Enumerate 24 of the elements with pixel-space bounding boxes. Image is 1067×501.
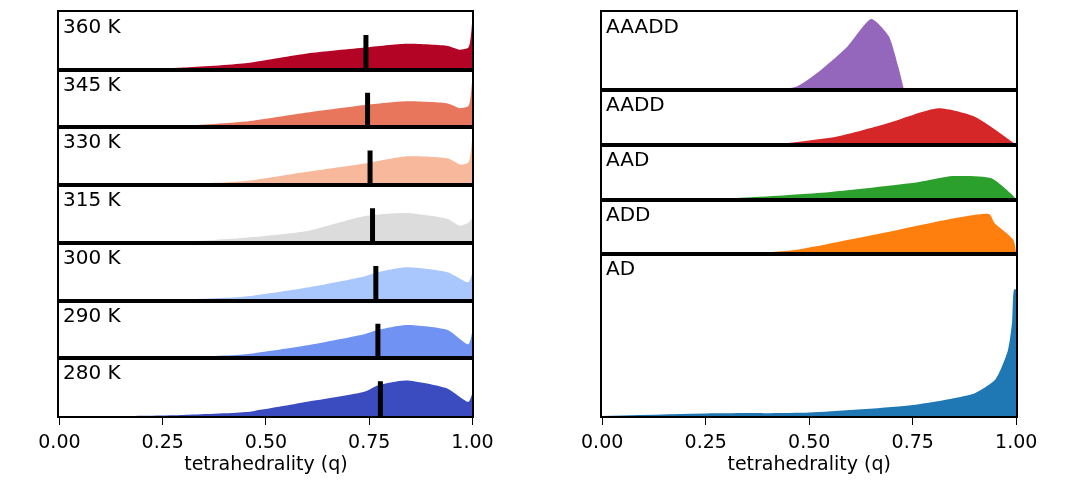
x-tick-label: 1.00 bbox=[995, 429, 1038, 452]
x-tick-label: 0.50 bbox=[244, 429, 288, 452]
x-axis-title: tetrahedrality (q) bbox=[184, 451, 348, 474]
chart-title: ADD bbox=[606, 202, 651, 226]
chart-title: 315 K bbox=[63, 187, 122, 211]
x-tick-label: 0.50 bbox=[788, 429, 831, 452]
chart-title: 300 K bbox=[63, 245, 122, 269]
chart-title: AAD bbox=[606, 147, 650, 171]
x-tick-label: 0.25 bbox=[684, 429, 727, 452]
chart-title: AAADD bbox=[606, 14, 679, 38]
x-tick-label: 0.00 bbox=[581, 429, 624, 452]
chart-title: AADD bbox=[606, 92, 665, 116]
chart-title: 280 K bbox=[63, 360, 122, 384]
chart-title: 290 K bbox=[63, 303, 122, 327]
chart-title: 330 K bbox=[63, 129, 122, 153]
x-tick-label: 0.00 bbox=[38, 429, 81, 452]
x-axis-title: tetrahedrality (q) bbox=[727, 451, 891, 474]
x-tick-label: 1.00 bbox=[451, 429, 494, 452]
x-tick-label: 0.25 bbox=[141, 429, 184, 452]
chart-title: AD bbox=[606, 256, 636, 280]
x-tick-label: 0.75 bbox=[348, 429, 391, 452]
chart-title: 345 K bbox=[63, 72, 122, 96]
chart-title: 360 K bbox=[63, 14, 122, 38]
x-tick-label: 0.75 bbox=[891, 429, 934, 452]
